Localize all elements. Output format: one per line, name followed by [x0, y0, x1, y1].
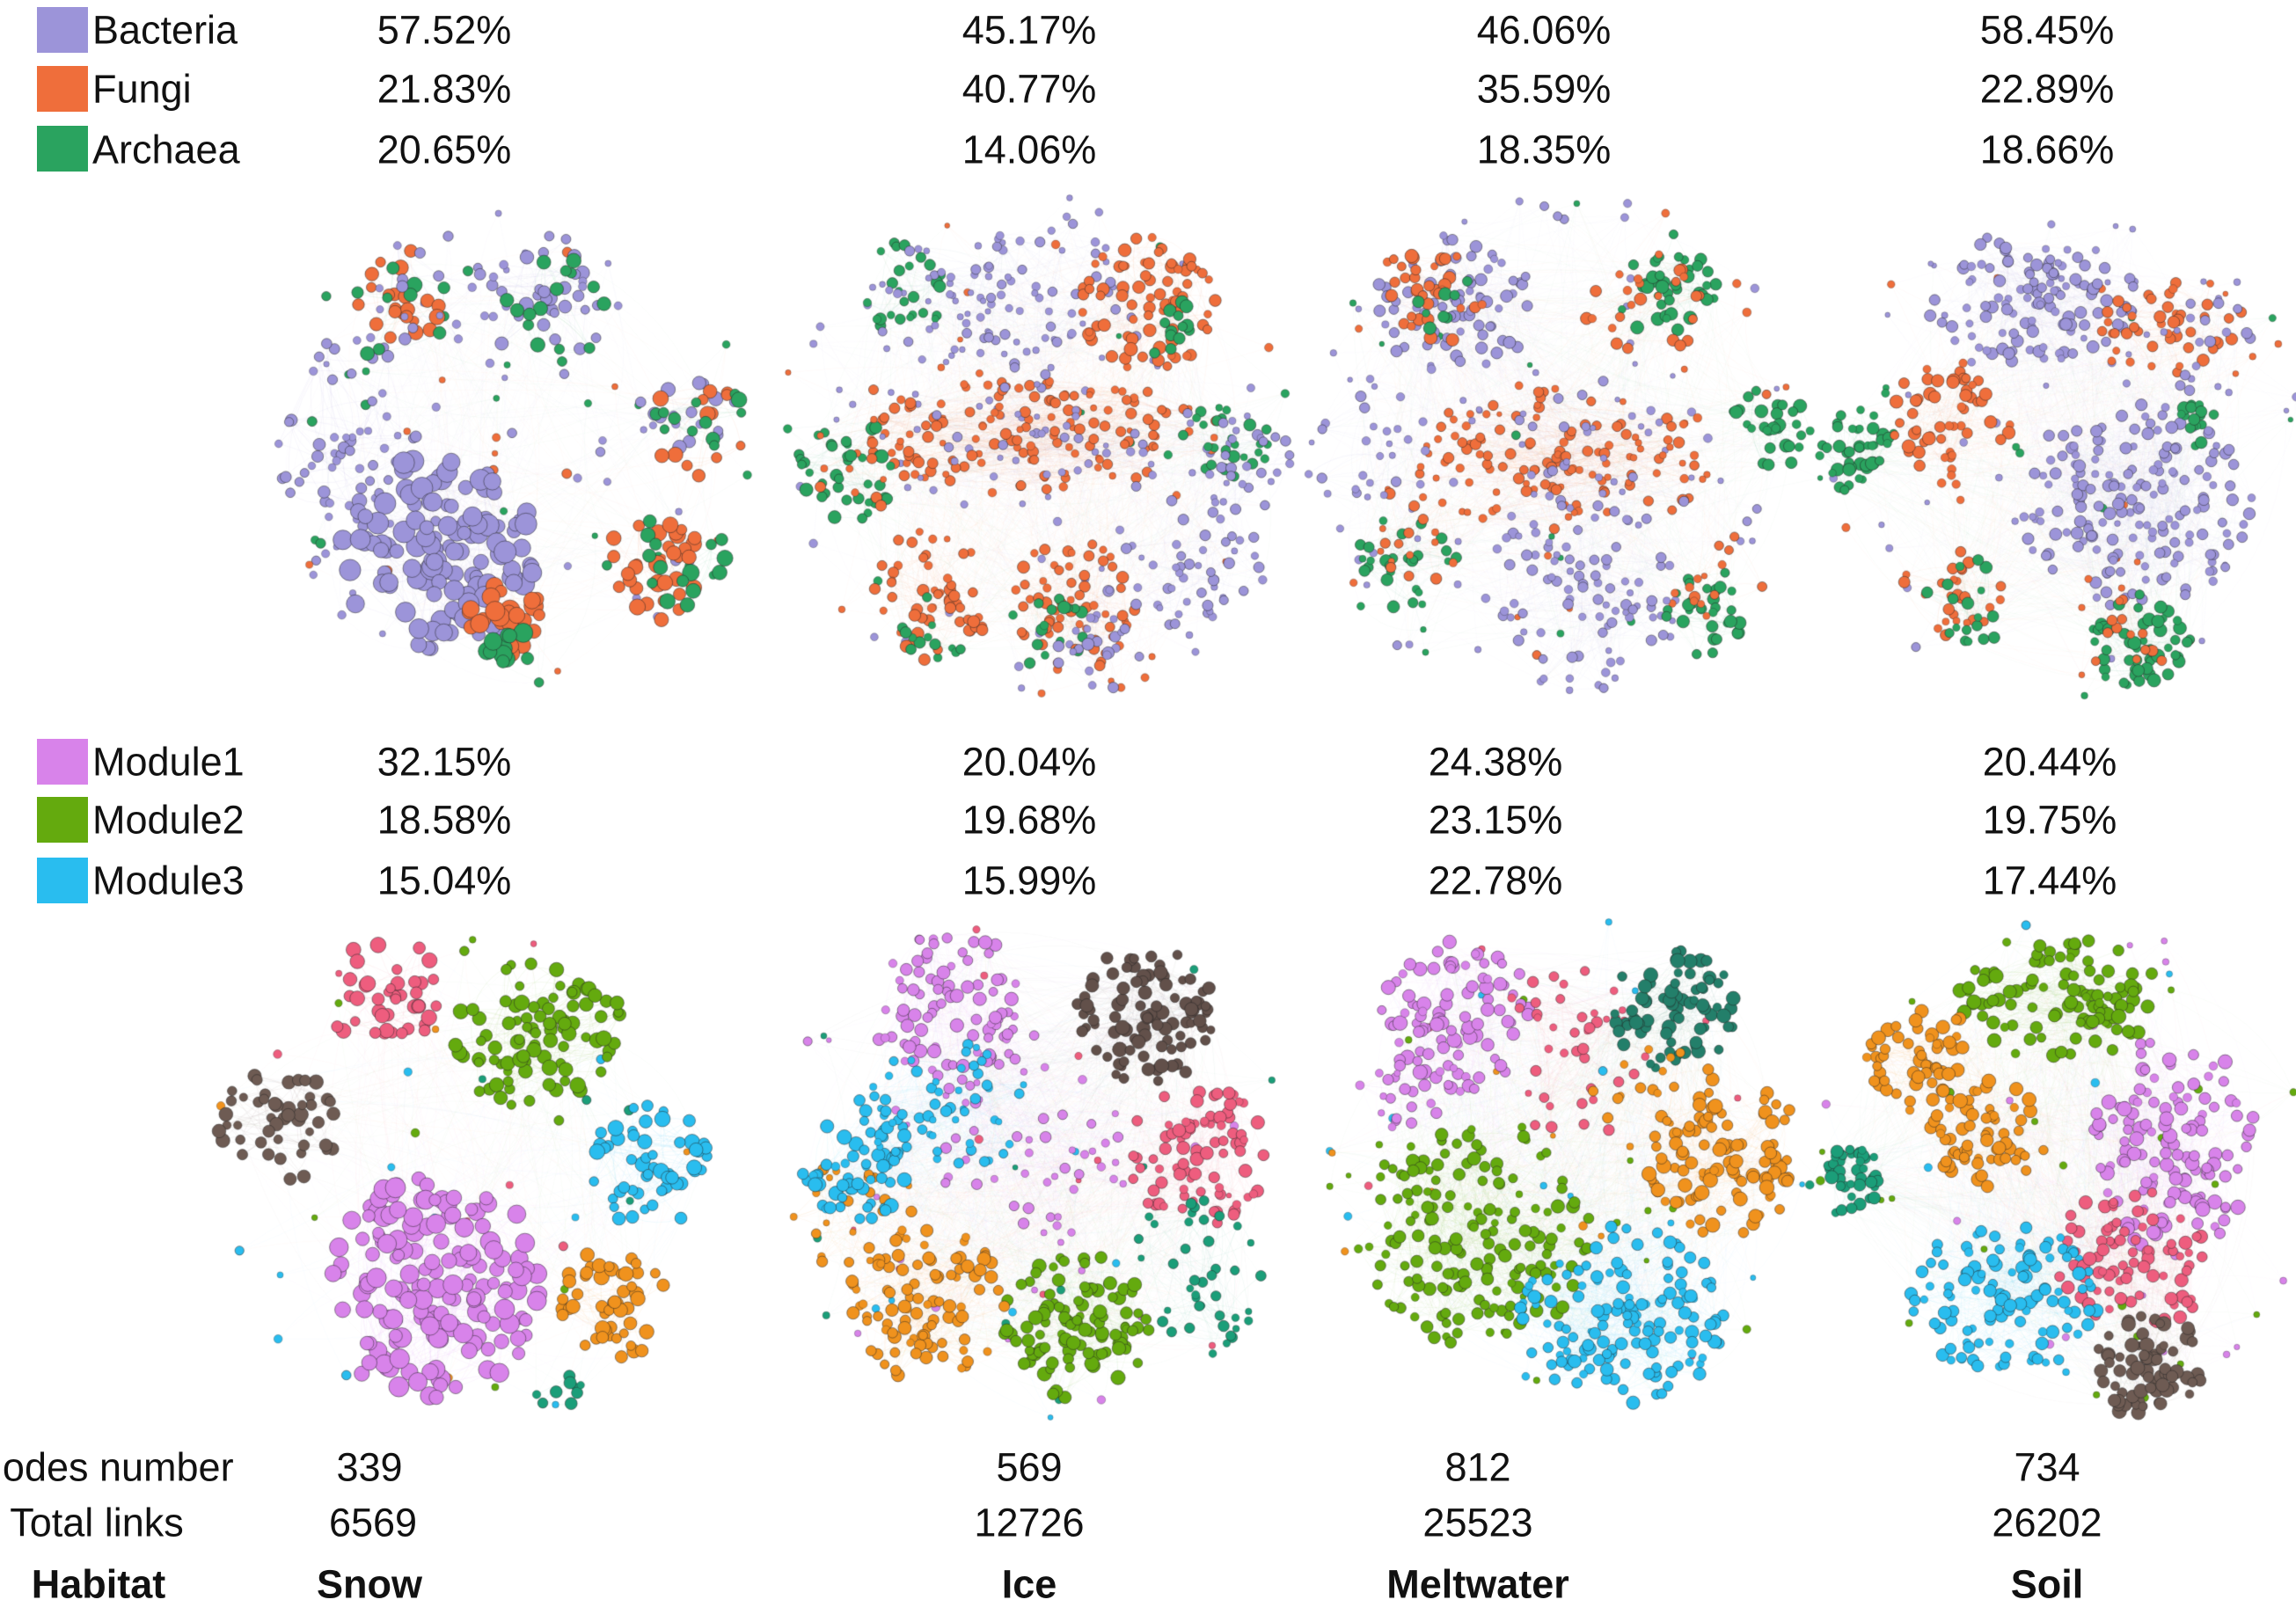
pct-module2-meltwater: 23.15% — [1428, 797, 1563, 843]
pct-bacteria-soil: 58.45% — [1979, 7, 2115, 53]
network-graph-snow-modules — [165, 886, 764, 1457]
row-label-nodes-number: Nodes number — [0, 1444, 234, 1490]
legend-label-bacteria: Bacteria — [92, 7, 238, 53]
legend-label-archaea: Archaea — [92, 127, 240, 172]
network-graph-soil-modules — [1761, 884, 2296, 1456]
legend-label-module3: Module3 — [92, 858, 245, 903]
habitat-ice: Ice — [1001, 1561, 1057, 1607]
pct-module1-snow: 32.15% — [377, 739, 512, 785]
network-graph-ice-taxonomy — [739, 164, 1337, 736]
total-links-ice: 12726 — [974, 1500, 1085, 1545]
nodes-number-meltwater: 812 — [1444, 1444, 1511, 1490]
network-graph-snow-taxonomy — [213, 164, 811, 736]
nodes-number-soil: 734 — [2014, 1444, 2080, 1490]
legend-swatch-module2 — [37, 797, 88, 843]
habitat-snow: Snow — [317, 1561, 422, 1607]
pct-module1-soil: 20.44% — [1982, 739, 2117, 785]
pct-module2-snow: 18.58% — [377, 797, 512, 843]
row-label-total-links: Total links — [10, 1500, 184, 1545]
pct-archaea-snow: 20.65% — [377, 127, 512, 172]
pct-fungi-ice: 40.77% — [962, 66, 1097, 112]
pct-archaea-ice: 14.06% — [962, 127, 1097, 172]
pct-fungi-meltwater: 35.59% — [1476, 66, 1612, 112]
total-links-snow: 6569 — [328, 1500, 418, 1545]
pct-bacteria-snow: 57.52% — [377, 7, 512, 53]
legend-label-fungi: Fungi — [92, 66, 192, 112]
legend-swatch-module1 — [37, 739, 88, 785]
network-graph-soil-taxonomy — [1761, 163, 2296, 734]
pct-fungi-snow: 21.83% — [377, 66, 512, 112]
habitat-soil: Soil — [2010, 1561, 2084, 1607]
nodes-number-snow: 339 — [336, 1444, 403, 1490]
pct-module1-ice: 20.04% — [962, 739, 1097, 785]
legend-swatch-bacteria — [37, 7, 88, 53]
pct-fungi-soil: 22.89% — [1979, 66, 2115, 112]
network-graph-ice-modules — [737, 882, 1335, 1454]
pct-bacteria-ice: 45.17% — [962, 7, 1097, 53]
legend-swatch-module3 — [37, 858, 88, 903]
habitat-meltwater: Meltwater — [1386, 1561, 1569, 1607]
pct-module3-soil: 17.44% — [1982, 858, 2117, 903]
pct-archaea-meltwater: 18.35% — [1476, 127, 1612, 172]
pct-module2-soil: 19.75% — [1982, 797, 2117, 843]
legend-label-module2: Module2 — [92, 797, 245, 843]
legend-swatch-archaea — [37, 126, 88, 172]
legend-swatch-fungi — [37, 66, 88, 112]
total-links-soil: 26202 — [1992, 1500, 2102, 1545]
pct-archaea-soil: 18.66% — [1979, 127, 2115, 172]
nodes-number-ice: 569 — [996, 1444, 1063, 1490]
pct-module2-ice: 19.68% — [962, 797, 1097, 843]
pct-bacteria-meltwater: 46.06% — [1476, 7, 1612, 53]
pct-module3-ice: 15.99% — [962, 858, 1097, 903]
legend-label-module1: Module1 — [92, 739, 245, 785]
total-links-meltwater: 25523 — [1422, 1500, 1533, 1545]
row-label-habitat: Habitat — [31, 1561, 166, 1607]
pct-module1-meltwater: 24.38% — [1428, 739, 1563, 785]
pct-module3-snow: 15.04% — [377, 858, 512, 903]
pct-module3-meltwater: 22.78% — [1428, 858, 1563, 903]
